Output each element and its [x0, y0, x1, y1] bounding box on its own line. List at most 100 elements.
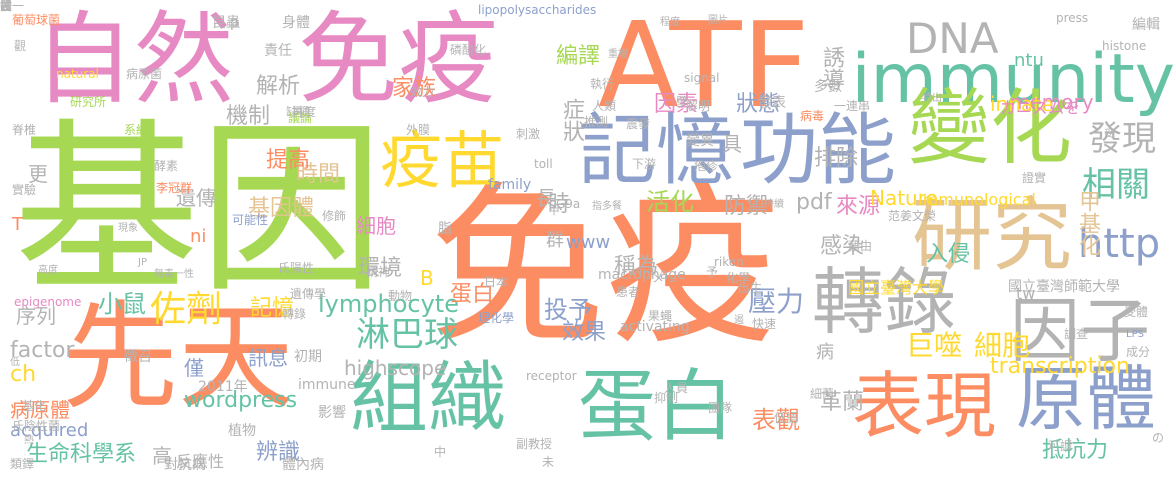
cloud-word: 因子 [1010, 290, 1150, 372]
cloud-word: 僅 [184, 356, 204, 380]
cloud-word: 程度 [660, 17, 680, 28]
cloud-word: toll [534, 157, 553, 171]
cloud-word: 生命科學系 [26, 442, 137, 467]
cloud-word: http [1078, 221, 1161, 267]
cloud-word: 原體 [1016, 358, 1156, 440]
cloud-word: 蛋白 [578, 362, 735, 452]
cloud-word: 再度 [292, 105, 317, 119]
cloud-word: 活化 [646, 188, 694, 216]
cloud-word: G9a [556, 197, 581, 211]
cloud-word: 入侵 [926, 242, 971, 267]
cloud-word: 編輯 [1132, 17, 1160, 33]
cloud-word: 人類 [592, 99, 617, 113]
cloud-word: 抵抗力 [1042, 438, 1109, 463]
cloud-word: 氏陽性 [278, 261, 315, 275]
cloud-word: 果蠅 [648, 309, 673, 323]
cloud-word: 感染 [820, 234, 865, 259]
cloud-word: 病毒 [800, 109, 825, 123]
cloud-word: 可能性 [232, 213, 269, 227]
cloud-word: 快速 [752, 317, 777, 331]
cloud-word: 外膜 [406, 123, 431, 137]
cloud-word: histone [1102, 39, 1147, 53]
cloud-word: 徵召 [124, 349, 152, 365]
cloud-word: 高 [152, 444, 172, 468]
cloud-word: 成分 [1126, 345, 1151, 359]
cloud-word: 淋巴球 [356, 315, 458, 355]
cloud-word: 動物 [388, 289, 413, 303]
cloud-word: 指多餐 [592, 201, 622, 212]
cloud-word: 身體 [282, 15, 310, 31]
cloud-word: 記憶 [578, 106, 735, 196]
cloud-word: 重複 [608, 49, 628, 60]
cloud-word: 壓力 [748, 285, 805, 318]
cloud-word: 一連串 [834, 99, 871, 113]
cloud-word: メ [652, 271, 665, 285]
cloud-word: 發表 [758, 95, 786, 111]
cloud-word: p [230, 15, 239, 31]
cloud-word: 出生 [738, 281, 763, 295]
cloud-word: 先天 [62, 290, 294, 425]
cloud-word: 高度 [38, 265, 58, 276]
cloud-word: 李冠群 [156, 181, 193, 195]
cloud-word: 研究 [912, 189, 1072, 282]
cloud-word: 刺激 [516, 127, 541, 141]
cloud-word: 細菌 [810, 387, 835, 401]
cloud-word: 遺傳學 [290, 287, 327, 301]
cloud-word: 范姜文榮 [888, 209, 937, 223]
cloud-word: 抑制 [654, 391, 679, 405]
cloud-word: 類鐸 [10, 457, 35, 471]
cloud-word: B [420, 266, 434, 290]
cloud-word: 記憶 [250, 296, 295, 321]
cloud-word: 投 [0, 0, 13, 13]
cloud-word: 相關 [1082, 165, 1150, 205]
cloud-word: lymphocyte [318, 290, 459, 318]
cloud-word: 化學 [726, 271, 751, 285]
cloud-word: 投予 [544, 296, 592, 324]
cloud-word: 效果 [562, 320, 607, 345]
cloud-word: 副教授 [516, 437, 553, 451]
cloud-word: 家族 [392, 76, 437, 101]
cloud-word: 未 [542, 455, 555, 469]
cloud-word: natural [56, 67, 99, 81]
cloud-word: 調查 [1064, 327, 1089, 341]
cloud-word: 葡萄球菌 [12, 13, 61, 27]
cloud-word: 革蘭 [820, 390, 865, 415]
cloud-word: 遺傳 [176, 186, 216, 210]
cloud-word: highscope [344, 356, 447, 380]
cloud-word: 氏陰性菌 [12, 419, 61, 433]
cloud-word: 效力 [410, 85, 435, 99]
cloud-word: memory [1010, 90, 1094, 114]
cloud-word: 低語 [774, 411, 799, 425]
cloud-word: 巨噬 [906, 329, 963, 362]
cloud-word: 受體 [1124, 305, 1149, 319]
cloud-word: 修飾 [322, 209, 347, 223]
cloud-word: lipopolysaccharides [478, 3, 597, 17]
cloud-word: 更 [28, 162, 48, 186]
cloud-word: innate [990, 92, 1054, 116]
cloud-word: 磷酸化 [450, 43, 487, 57]
cloud-word: acquired [10, 420, 89, 441]
cloud-word: immunity [851, 40, 1175, 119]
cloud-word: 日本 [484, 275, 509, 289]
cloud-word: 精神 [366, 265, 391, 279]
cloud-word: 發現 [1088, 119, 1156, 159]
cloud-word: riken [714, 255, 744, 269]
cloud-word: 組織 [350, 354, 507, 444]
cloud-word: 置一 [0, 0, 25, 13]
cloud-word: 排除 [814, 146, 859, 171]
cloud-word: 議論 [288, 111, 313, 125]
cloud-word: の [1152, 431, 1165, 445]
cloud-word: DNA [906, 14, 999, 63]
cloud-word: 訊息 [248, 346, 288, 370]
cloud-word: 執行 [590, 77, 615, 91]
cloud-word: 表觀 [752, 406, 800, 434]
cloud-word: 病 [816, 342, 834, 363]
cloud-word: 予 [706, 265, 719, 279]
cloud-word: 2011年 [198, 379, 248, 395]
cloud-word: 國立臺灣師範大學 [1008, 279, 1120, 295]
cloud-word: activating [620, 319, 690, 335]
cloud-word: 因素 [654, 92, 699, 117]
cloud-word: 藉由 [848, 239, 873, 253]
cloud-word: 觀 [14, 39, 27, 53]
